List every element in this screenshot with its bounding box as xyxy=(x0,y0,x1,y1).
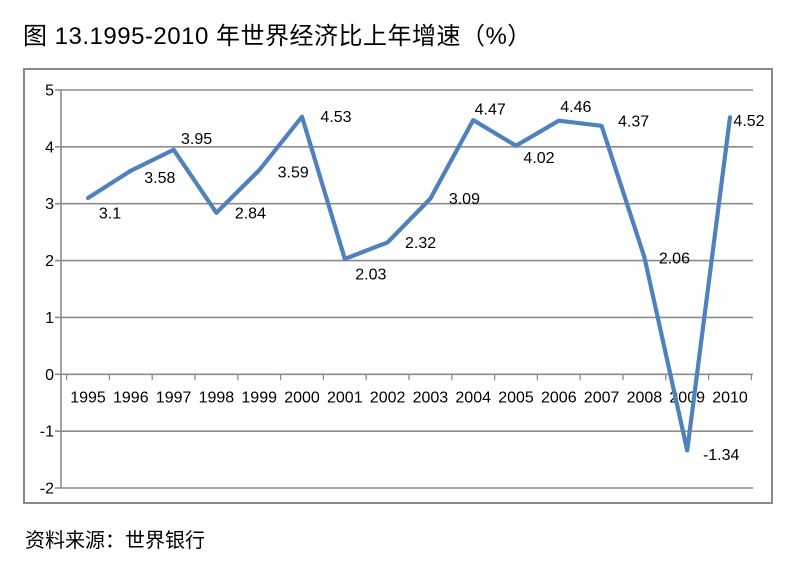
y-tick-label: 5 xyxy=(45,83,54,100)
source-note: 资料来源：世界银行 xyxy=(25,530,205,552)
data-label: 2.06 xyxy=(659,251,690,268)
x-tick-label: 2008 xyxy=(627,390,663,407)
data-label: 3.59 xyxy=(278,165,309,182)
y-tick-label: 4 xyxy=(45,139,54,156)
x-tick-label: 2003 xyxy=(413,390,449,407)
data-label: 3.09 xyxy=(449,191,480,208)
y-tick-label: 3 xyxy=(45,196,54,213)
x-tick-label: 2010 xyxy=(712,390,748,407)
line-chart: 5 4 3 2 1 0 -1 -2 1995 1996 1997 1998 1999 2000 2001 20… xyxy=(40,83,765,498)
chart-title: 图 13.1995-2010 年世界经济比上年增速（%） xyxy=(23,23,532,50)
y-tick-label: 1 xyxy=(45,310,54,327)
data-label: 4.46 xyxy=(560,99,591,116)
y-tick-label: 2 xyxy=(45,253,54,270)
x-tick-label: 1995 xyxy=(70,390,106,407)
data-label: 4.47 xyxy=(475,102,506,119)
data-label: 3.1 xyxy=(99,206,121,223)
data-label: 3.58 xyxy=(144,170,175,187)
y-tick-label: -1 xyxy=(40,424,54,441)
data-label: 2.32 xyxy=(405,235,436,252)
x-tick-label: 2006 xyxy=(541,390,577,407)
x-tick-label: 2000 xyxy=(284,390,320,407)
data-label: 2.84 xyxy=(235,205,266,222)
data-label: 4.52 xyxy=(733,113,764,130)
series-line xyxy=(85,114,733,453)
y-tick-label: -2 xyxy=(40,480,54,497)
x-tick-label: 1998 xyxy=(199,390,235,407)
chart-frame: 5 4 3 2 1 0 -1 -2 1995 1996 1997 1998 1999 2000 2001 20… xyxy=(23,68,773,504)
data-label: 4.02 xyxy=(523,150,554,167)
data-label: 2.03 xyxy=(355,266,386,283)
x-tick-label: 2004 xyxy=(455,390,491,407)
data-label: 4.53 xyxy=(320,109,351,126)
x-tick-label: 1997 xyxy=(156,390,192,407)
data-label: 3.95 xyxy=(181,131,212,148)
x-tick-label: 2007 xyxy=(584,390,620,407)
x-tick-label: 2002 xyxy=(370,390,406,407)
x-tick-label: 1996 xyxy=(113,390,149,407)
data-label: -1.34 xyxy=(703,447,740,464)
y-tick-label: 0 xyxy=(45,367,54,384)
x-tick-label: 2005 xyxy=(498,390,534,407)
x-tick-label: 1999 xyxy=(241,390,277,407)
data-label: 4.37 xyxy=(618,113,649,130)
x-tick-label: 2001 xyxy=(327,390,363,407)
